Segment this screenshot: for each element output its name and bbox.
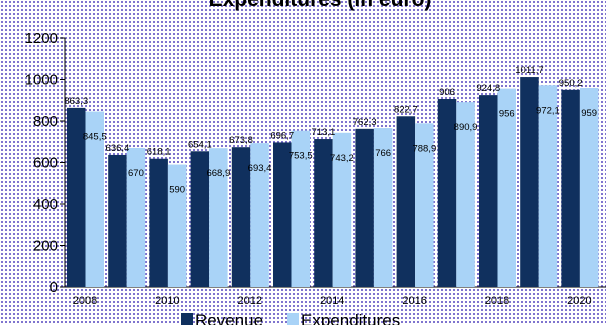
x-tick-label-2012: 2012 <box>238 295 262 307</box>
data-label-revenue-2010: 618,1 <box>147 147 171 158</box>
bar-expenditures-2018 <box>497 88 516 287</box>
bar-expenditures-2013 <box>291 130 310 287</box>
bar-revenue-2020 <box>561 89 580 287</box>
x-tick-label-2014: 2014 <box>320 295 344 307</box>
bar-revenue-2009 <box>108 154 127 287</box>
bar-expenditures-2011 <box>209 148 228 287</box>
data-label-revenue-2008: 863,3 <box>64 96 88 107</box>
bar-revenue-2016 <box>396 116 416 287</box>
bar-revenue-2018 <box>479 95 498 287</box>
x-tick-label-2016: 2016 <box>402 295 426 307</box>
legend: Revenue Expenditures <box>181 311 400 325</box>
y-tick-label: 1000 <box>25 72 58 89</box>
data-label-revenue-2019: 1011,7 <box>515 65 543 76</box>
y-tick-label: 800 <box>33 113 58 130</box>
x-tick-label-2020: 2020 <box>567 295 591 307</box>
data-label-expenditures-2012: 693,4 <box>248 163 272 174</box>
data-label-expenditures-2009: 670 <box>128 168 144 179</box>
y-tick-label: 1200 <box>25 30 58 47</box>
data-label-expenditures-2017: 890,9 <box>454 122 478 133</box>
x-tick-label-2010: 2010 <box>155 295 179 307</box>
bar-revenue-2019 <box>520 77 539 287</box>
bar-expenditures-2020 <box>579 88 599 287</box>
data-label-expenditures-2014: 743,2 <box>330 153 354 164</box>
legend-swatch-expenditures <box>287 313 299 325</box>
bar-revenue-2017 <box>437 99 457 287</box>
bar-expenditures-2015 <box>373 128 393 287</box>
legend-label-expenditures: Expenditures <box>301 311 400 325</box>
data-label-revenue-2017: 906 <box>439 87 455 98</box>
data-label-expenditures-2016: 788,9 <box>412 143 436 154</box>
bar-revenue-2014 <box>314 139 333 287</box>
bar-expenditures-2019 <box>538 85 558 288</box>
data-label-expenditures-2018: 956 <box>499 109 515 120</box>
bar-expenditures-2010 <box>167 164 187 287</box>
bar-revenue-2015 <box>355 128 374 287</box>
y-tick-label: 0 <box>50 279 58 296</box>
y-tick-label: 400 <box>33 196 58 213</box>
bar-expenditures-2009 <box>126 147 146 287</box>
data-label-expenditures-2015: 766 <box>375 148 391 159</box>
y-tick-label: 200 <box>33 238 58 255</box>
data-label-expenditures-2010: 590 <box>169 185 185 196</box>
bar-expenditures-2008 <box>85 111 104 287</box>
x-tick-label-2008: 2008 <box>73 295 97 307</box>
data-label-expenditures-2013: 753,5 <box>289 151 313 162</box>
data-label-revenue-2018: 924,8 <box>476 83 500 94</box>
y-tick-label: 600 <box>33 155 58 172</box>
legend-swatch-revenue <box>181 313 193 325</box>
bar-revenue-2012 <box>231 147 251 287</box>
y-axis-ticks: 0 200 400 600 800 1000 1200 <box>25 30 65 296</box>
data-label-revenue-2011: 654,1 <box>188 139 212 150</box>
data-label-expenditures-2019: 972,1 <box>536 105 560 116</box>
bar-revenue-2013 <box>273 142 292 287</box>
x-tick-label-2018: 2018 <box>485 295 509 307</box>
data-label-expenditures-2020: 959 <box>581 108 597 119</box>
bar-expenditures-2014 <box>332 132 352 287</box>
data-label-revenue-2020: 950,2 <box>559 78 583 89</box>
chart-title: Expenditures (in euro) <box>209 0 432 11</box>
bar-revenue-2010 <box>149 158 168 287</box>
data-label-expenditures-2008: 845,5 <box>83 132 107 143</box>
bars <box>67 77 599 288</box>
data-label-revenue-2016: 822,7 <box>394 104 418 115</box>
data-label-revenue-2014: 713,1 <box>312 127 336 138</box>
bar-revenue-2011 <box>190 151 210 287</box>
data-label-revenue-2009: 636,4 <box>106 143 130 154</box>
legend-label-revenue: Revenue <box>195 311 263 325</box>
x-axis-ticks: 2008 2010 2012 2014 2016 2018 2020 <box>73 295 592 307</box>
bar-expenditures-2017 <box>456 102 475 288</box>
data-label-expenditures-2011: 668,9 <box>206 168 230 179</box>
bar-expenditures-2016 <box>415 123 434 287</box>
bar-revenue-2008 <box>67 107 86 287</box>
bar-expenditures-2012 <box>250 143 269 287</box>
data-label-revenue-2015: 762,3 <box>353 117 377 128</box>
data-label-revenue-2012: 673,8 <box>229 135 253 146</box>
data-label-revenue-2013: 696,7 <box>270 130 294 141</box>
